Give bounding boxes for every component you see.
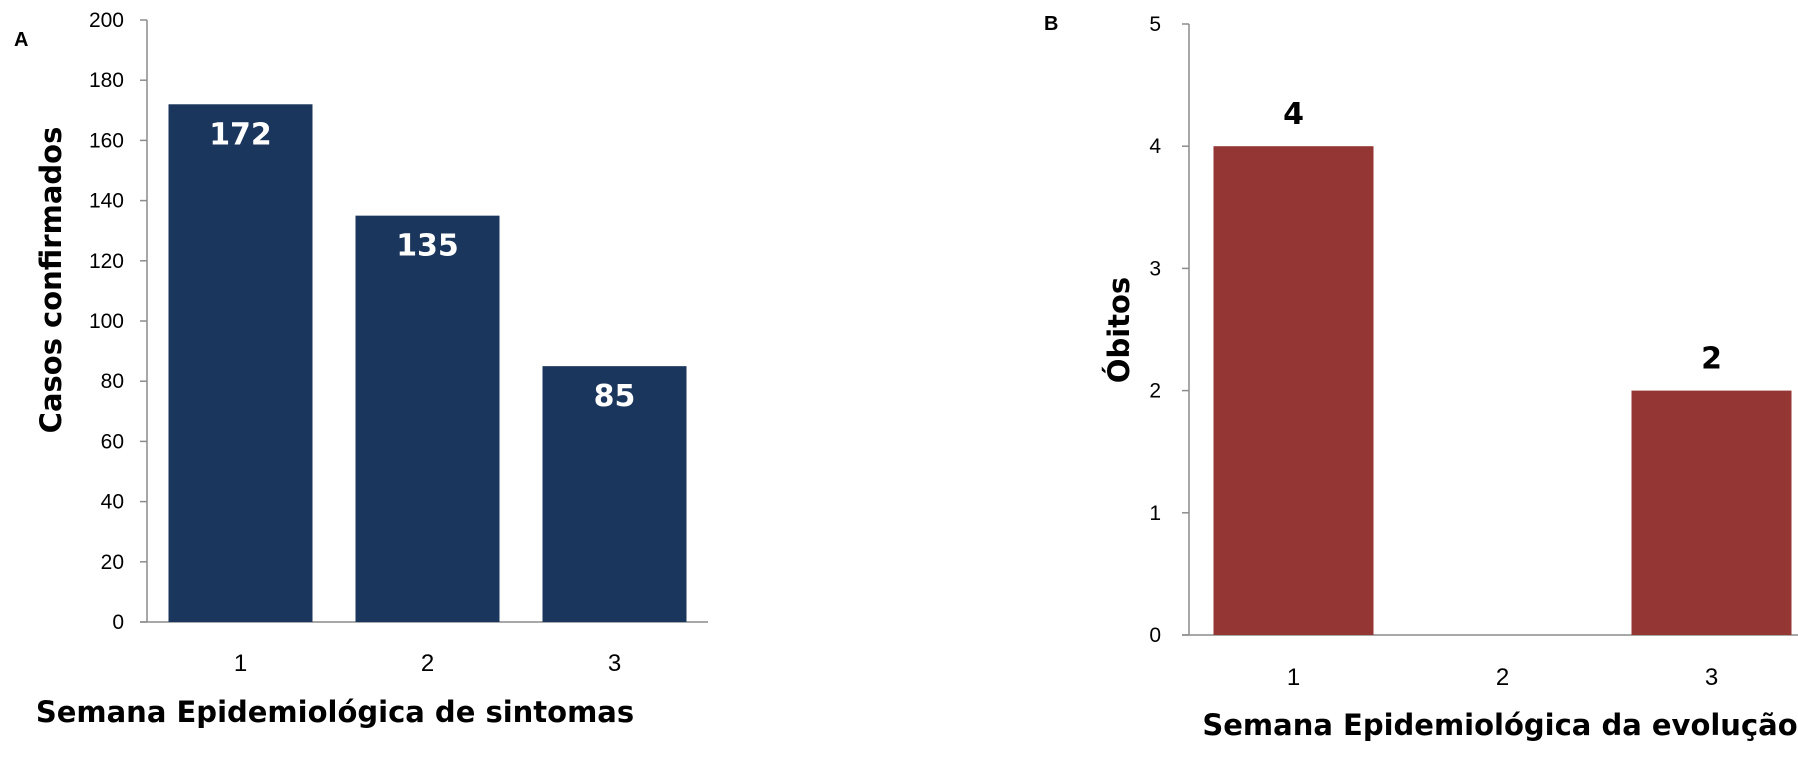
y-tick-label: 40 xyxy=(101,491,124,514)
bars-b xyxy=(1213,146,1792,635)
y-tick-label: 120 xyxy=(89,250,124,273)
y-tick-label: 100 xyxy=(89,310,124,333)
bar xyxy=(168,104,313,622)
data-label: 85 xyxy=(594,379,636,414)
y-tick-label: 3 xyxy=(1149,257,1161,280)
y-axis-title-a: Casos confirmados xyxy=(34,127,68,434)
y-tick-label: 0 xyxy=(112,611,124,634)
x-ticks-b: 1 2 3 xyxy=(1287,664,1718,691)
y-ticks-a: 0 20 40 60 80 100 120 140 160 180 200 xyxy=(89,9,147,634)
y-tick-label: 1 xyxy=(1149,502,1161,525)
y-tick-label: 20 xyxy=(101,551,124,574)
y-ticks-b: 0 1 2 3 4 5 xyxy=(1149,13,1189,647)
data-label: 172 xyxy=(209,117,272,152)
y-tick-label: 160 xyxy=(89,129,124,152)
bar xyxy=(355,215,500,622)
bars-a xyxy=(168,104,687,622)
y-tick-label: 4 xyxy=(1149,135,1161,158)
panel-label-a: A xyxy=(14,29,28,51)
chart-b: B Óbitos Semana Epidemiológica da evoluç… xyxy=(1044,13,1798,742)
x-axis-title-b: Semana Epidemiológica da evolução xyxy=(1202,708,1797,742)
bar xyxy=(1631,390,1792,635)
y-tick-label: 80 xyxy=(101,370,124,393)
data-label: 4 xyxy=(1283,97,1304,132)
x-ticks-a: 1 2 3 xyxy=(234,650,621,677)
x-axis-title-a: Semana Epidemiológica de sintomas xyxy=(36,695,634,729)
y-tick-label: 2 xyxy=(1149,380,1161,403)
data-labels-a: 172 135 85 xyxy=(209,117,635,414)
y-tick-label: 180 xyxy=(89,69,124,92)
chart-a: A Casos confirmados Semana Epidemiológic… xyxy=(14,9,708,729)
bar xyxy=(1213,146,1374,635)
data-labels-b: 42 xyxy=(1283,97,1722,376)
x-tick-label: 3 xyxy=(1705,664,1718,691)
y-tick-label: 140 xyxy=(89,190,124,213)
y-tick-label: 200 xyxy=(89,9,124,32)
y-tick-label: 5 xyxy=(1149,13,1161,36)
x-tick-label: 1 xyxy=(1287,664,1300,691)
panel-label-b: B xyxy=(1044,13,1058,35)
y-axis-title-b: Óbitos xyxy=(1102,277,1136,383)
x-tick-label: 1 xyxy=(234,650,247,677)
x-tick-label: 2 xyxy=(1496,664,1509,691)
y-tick-label: 60 xyxy=(101,430,124,453)
x-tick-label: 2 xyxy=(421,650,434,677)
bar xyxy=(542,366,687,622)
data-label: 2 xyxy=(1701,342,1722,377)
data-label: 135 xyxy=(396,229,459,264)
y-tick-label: 0 xyxy=(1149,624,1161,647)
x-tick-label: 3 xyxy=(608,650,621,677)
